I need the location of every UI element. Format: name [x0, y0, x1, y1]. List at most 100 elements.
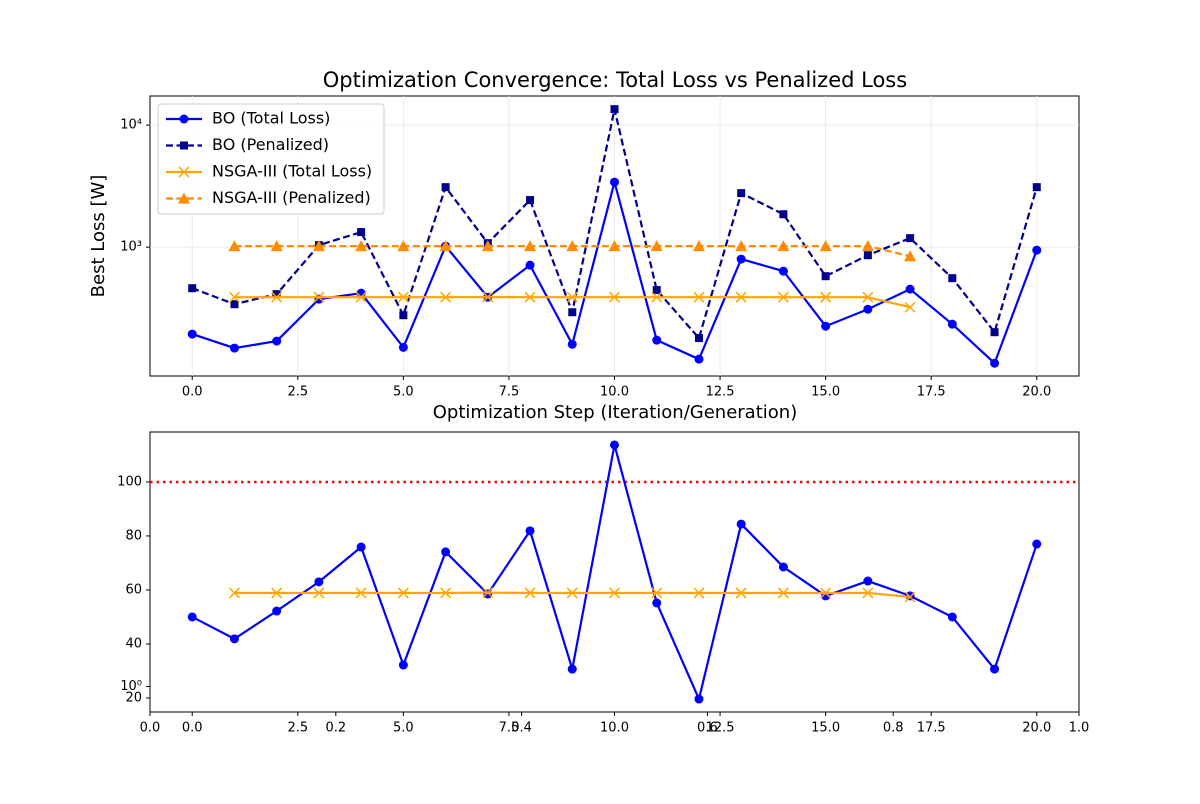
marker: [737, 189, 746, 198]
marker: [610, 177, 619, 187]
marker: [948, 274, 957, 283]
marker: [694, 694, 704, 704]
x-tick-label: 15.0: [811, 385, 840, 400]
y-tick-label: 20: [125, 690, 142, 705]
marker: [398, 660, 408, 670]
marker: [1032, 183, 1041, 192]
marker: [778, 562, 788, 572]
legend-marker: [179, 114, 189, 124]
marker: [525, 526, 535, 536]
marker: [312, 240, 325, 252]
marker: [990, 328, 999, 337]
marker: [947, 612, 957, 622]
marker: [272, 336, 282, 346]
marker: [694, 334, 703, 343]
marker: [271, 587, 283, 599]
x-tick-label: 0.6: [697, 721, 718, 736]
marker: [357, 228, 366, 237]
legend-box: [157, 103, 385, 215]
chart-title: Optimization Convergence: Total Loss vs …: [323, 68, 907, 92]
marker: [355, 240, 368, 252]
x-tick-label: 0.0: [182, 721, 203, 736]
marker: [652, 598, 662, 608]
marker: [355, 587, 367, 599]
marker: [777, 587, 789, 599]
x-tick-label: 12.5: [706, 721, 735, 736]
marker: [863, 304, 873, 314]
axes: 0.0 0.2 0.4 0.6 0.8 1.0 10⁰: [120, 679, 1089, 735]
marker: [481, 240, 494, 252]
marker: [228, 291, 240, 303]
marker: [1032, 245, 1042, 255]
legend-label: BO (Penalized): [212, 135, 329, 154]
x-tick-label: 2.5: [287, 721, 308, 736]
marker: [314, 577, 324, 587]
marker: [863, 576, 873, 586]
marker: [735, 587, 747, 599]
marker: [187, 612, 197, 622]
marker: [610, 105, 619, 114]
marker: [271, 291, 283, 303]
marker: [652, 335, 662, 345]
marker: [440, 291, 452, 303]
x-tick-label: 10.0: [600, 721, 629, 736]
marker: [524, 291, 536, 303]
x-tick-label: 0.0: [140, 721, 161, 736]
marker: [904, 250, 917, 262]
marker: [990, 358, 1000, 368]
marker: [568, 308, 577, 317]
x-axis-label: Optimization Step (Iteration/Generation): [433, 402, 797, 423]
marker: [187, 329, 197, 339]
marker: [228, 587, 240, 599]
legend-marker: [180, 141, 188, 150]
marker: [567, 339, 577, 349]
x-tick-label: 5.0: [393, 385, 414, 400]
marker: [777, 240, 790, 252]
marker: [821, 272, 830, 281]
marker: [650, 240, 663, 252]
x-tick-label: 7.5: [499, 721, 520, 736]
marker: [313, 291, 325, 303]
marker: [566, 240, 579, 252]
marker: [188, 284, 197, 293]
y-tick-label: 40: [125, 636, 142, 651]
marker: [736, 519, 746, 529]
x-tick-label: 20.0: [1022, 721, 1051, 736]
y-tick-label: 10⁴: [120, 118, 142, 133]
marker: [482, 587, 494, 599]
marker: [820, 587, 832, 599]
marker: [228, 240, 241, 252]
x-tick-label: 20.0: [1022, 385, 1051, 400]
marker: [608, 291, 621, 303]
marker: [608, 587, 621, 599]
x-tick-label: 7.5: [499, 385, 520, 400]
y-tick-label: 10³: [120, 240, 142, 255]
marker: [821, 321, 831, 331]
x-tick-label: 15.0: [811, 721, 840, 736]
marker: [355, 291, 367, 303]
marker: [694, 354, 704, 364]
marker: [567, 664, 577, 674]
x-tick-label: 17.5: [917, 721, 946, 736]
marker: [566, 587, 578, 599]
marker: [735, 240, 748, 252]
y-tick-label: 80: [125, 528, 142, 543]
legend-marker: [178, 166, 190, 178]
marker: [693, 291, 705, 303]
marker: [397, 240, 410, 252]
marker: [524, 240, 537, 252]
marker: [905, 284, 915, 294]
x-tick-label: 17.5: [917, 385, 946, 400]
marker: [566, 291, 578, 303]
marker: [397, 587, 409, 599]
marker: [356, 542, 366, 552]
marker: [861, 240, 874, 252]
marker: [693, 587, 705, 599]
marker: [397, 291, 409, 303]
marker: [399, 311, 408, 320]
marker: [777, 291, 789, 303]
x-tick-label: 12.5: [706, 385, 735, 400]
x-tick-label: 5.0: [393, 721, 414, 736]
legend-label: NSGA-III (Penalized): [212, 188, 371, 207]
marker: [947, 319, 957, 329]
